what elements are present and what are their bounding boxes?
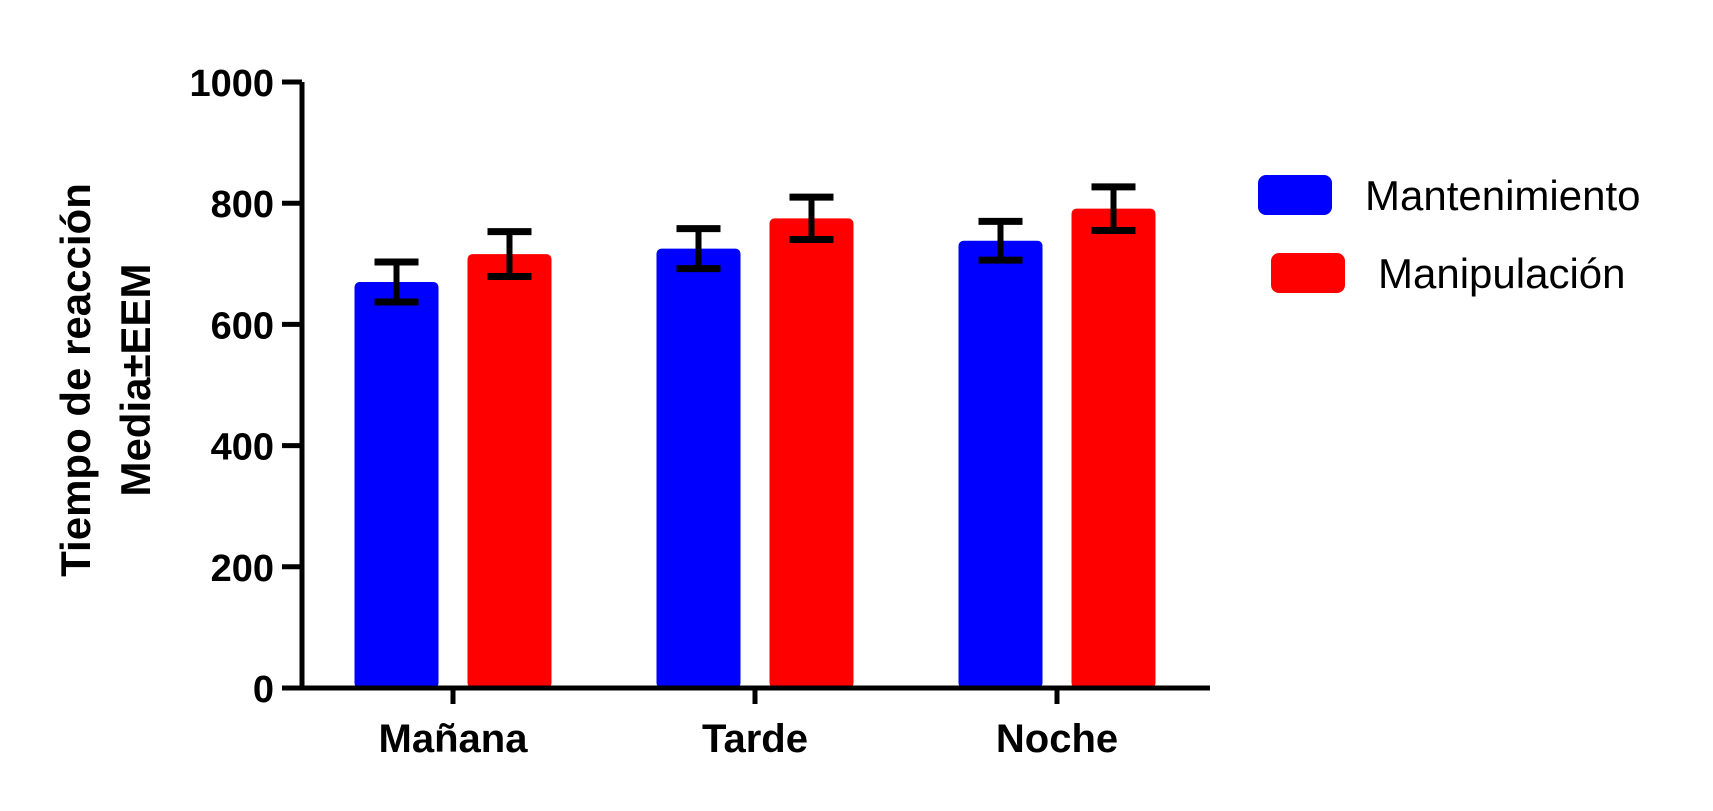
bar-1-2 [1071, 208, 1156, 689]
bar-0-0 [354, 281, 439, 688]
x-category-label: Noche [996, 717, 1118, 761]
legend-item-1: Manipulación [1271, 250, 1626, 297]
x-category-label: Mañana [379, 717, 529, 761]
legend: Mantenimiento Manipulación [1258, 172, 1640, 297]
error-bar-0-0 [374, 258, 419, 306]
legend-swatch [1271, 253, 1345, 293]
y-axis-ticks: 0 200 400 600 800 1000 [189, 63, 302, 711]
bar-0-2 [958, 240, 1043, 688]
bar-1-1 [769, 218, 854, 688]
error-bar-1-0 [487, 228, 532, 281]
y-axis-title-line-2: Media±EEM [112, 263, 159, 496]
legend-swatch [1258, 175, 1332, 215]
y-tick-label: 400 [211, 427, 274, 469]
error-bar-0-2 [978, 217, 1023, 264]
y-axis-title: Tiempo de reacción Media±EEM [52, 183, 159, 577]
y-tick-label: 1000 [189, 63, 274, 105]
legend-label: Mantenimiento [1365, 172, 1640, 219]
bars [354, 208, 1156, 689]
error-bar-1-2 [1091, 183, 1136, 234]
legend-label: Manipulación [1378, 250, 1626, 297]
bar-0-1 [656, 248, 741, 688]
error-bar-0-1 [676, 225, 721, 273]
legend-item-0: Mantenimiento [1258, 172, 1640, 219]
y-tick-label: 0 [253, 669, 274, 711]
y-tick-label: 800 [211, 184, 274, 226]
error-bars [374, 183, 1136, 306]
bar-1-0 [467, 254, 552, 688]
y-tick-label: 200 [211, 548, 274, 590]
y-axis-title-line-1: Tiempo de reacción [52, 183, 99, 577]
y-tick-label: 600 [211, 305, 274, 347]
x-category-label: Tarde [702, 717, 808, 761]
error-bar-1-1 [789, 193, 834, 244]
x-axis-ticks: Mañana Tarde Noche [379, 688, 1118, 761]
